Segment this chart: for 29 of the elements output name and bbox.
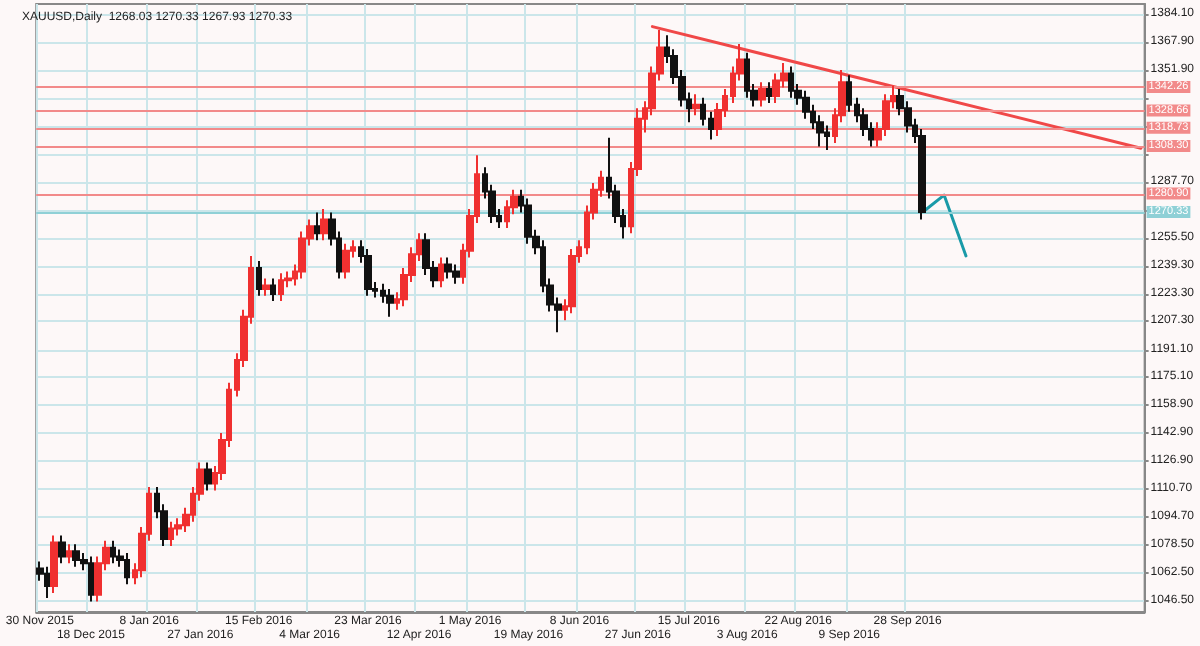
candlestick [386,287,394,318]
candlestick [58,534,66,565]
candlestick [882,93,890,138]
candlestick [110,539,116,565]
candlestick [50,534,58,594]
candlestick [320,207,328,242]
candlestick [744,51,750,99]
candlestick [452,263,460,285]
candlestick [568,247,576,315]
candlestick [256,260,262,297]
candlestick [204,461,212,492]
candlestick [262,277,270,297]
candlestick [72,543,80,568]
candlestick [88,555,94,603]
candlestick [692,93,700,117]
candlestick [270,277,276,303]
candlestick [788,65,794,99]
candlestick [314,211,320,242]
candlestick [438,256,444,289]
candlestick [364,247,372,297]
candlestick [278,272,284,303]
candlestick [168,520,174,547]
candlestick [758,81,766,108]
candlestick [342,242,350,280]
candlestick [44,565,50,600]
candlestick [66,543,72,565]
candlestick [124,551,130,586]
candlestick [766,81,772,105]
candlestick [444,256,452,280]
